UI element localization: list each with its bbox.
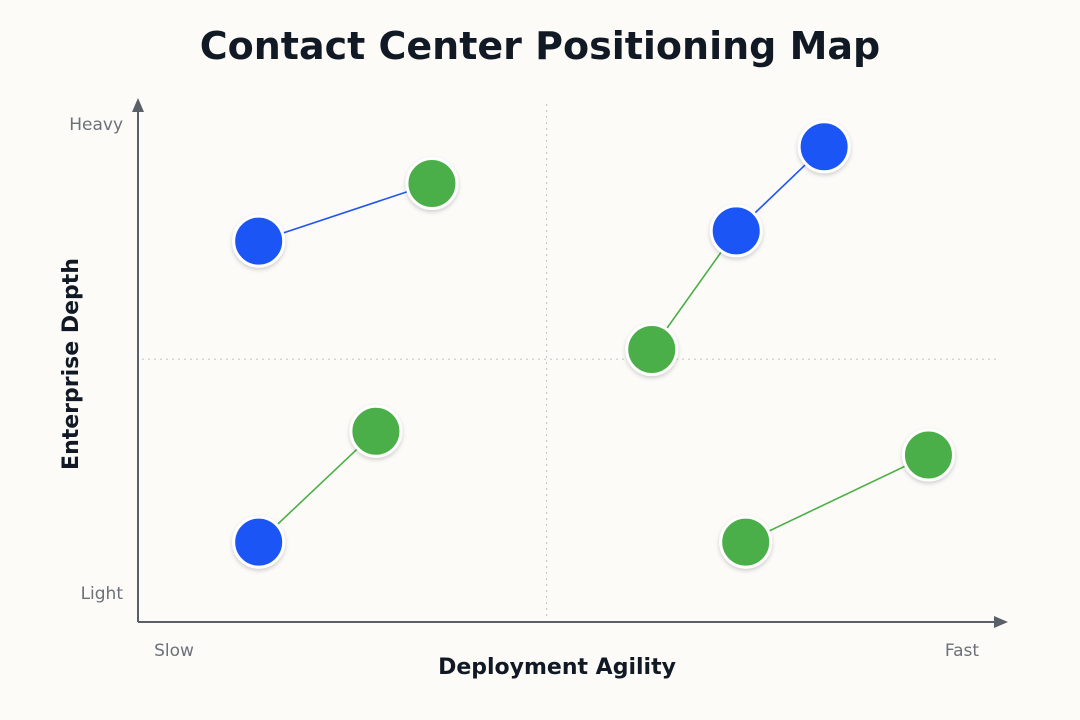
data-point-blue — [232, 214, 286, 268]
connector-line — [258, 182, 433, 242]
data-point-green — [405, 156, 459, 210]
y-tick-label-light: Light — [81, 584, 124, 604]
data-point-blue — [797, 120, 851, 174]
x-tick-label-slow: Slow — [154, 641, 194, 661]
connector-line — [258, 430, 377, 543]
y-tick-label-heavy: Heavy — [69, 115, 123, 135]
data-point-green — [349, 404, 403, 458]
connector-lines — [258, 146, 929, 543]
data-point-blue — [709, 204, 763, 258]
y-axis-arrow-icon — [132, 98, 144, 112]
y-axis-title: Enterprise Depth — [59, 258, 84, 470]
x-axis-title: Deployment Agility — [438, 655, 676, 680]
x-tick-label-fast: Fast — [945, 641, 979, 661]
x-axis-arrow-icon — [994, 616, 1008, 628]
data-points — [232, 120, 955, 569]
data-point-green — [719, 515, 773, 569]
data-point-green — [901, 428, 955, 482]
data-point-green — [625, 323, 679, 377]
connector-line — [745, 454, 929, 543]
data-point-blue — [232, 515, 286, 569]
chart-title: Contact Center Positioning Map — [199, 24, 881, 68]
